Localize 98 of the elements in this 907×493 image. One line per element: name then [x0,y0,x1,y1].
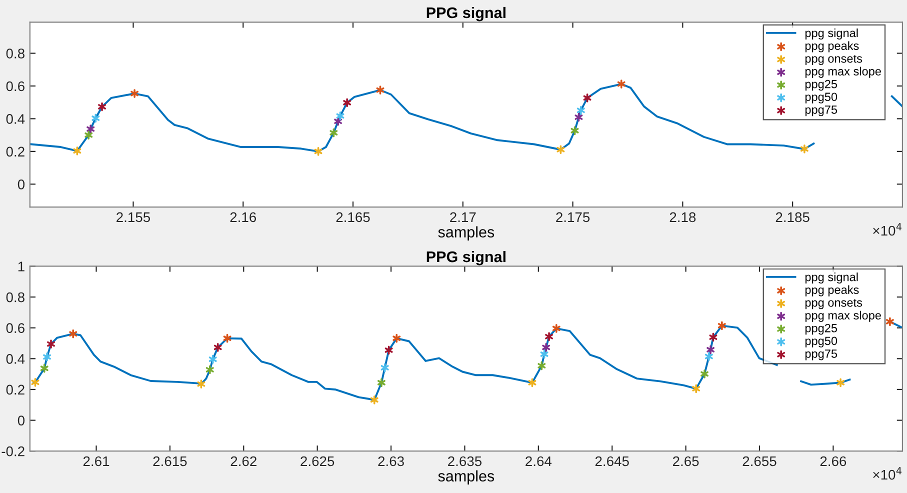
x-axis-title: samples [438,470,494,485]
point [886,317,894,326]
point [43,352,51,362]
point [69,329,78,338]
point [538,361,546,370]
point [380,363,389,372]
legend-label: ppg signal [805,28,858,40]
point [376,86,384,95]
point [718,321,726,330]
y-tick-label: 0.4 [6,354,25,364]
point [556,145,565,154]
y-tick-label: 0 [18,179,25,190]
point [206,365,214,374]
point [314,146,322,156]
x-tick-label: 2.17 [450,212,476,222]
legend-label: ppg75 [805,350,838,360]
x-tick-label: 2.185 [776,212,810,222]
legend-label: ppg50 [805,92,838,104]
point [86,124,95,134]
point [570,126,579,136]
point [552,324,560,333]
x-tick-label: 2.61 [83,456,110,466]
point [370,396,378,404]
point [31,378,40,387]
x-tick-label: 2.635 [448,456,482,466]
y-tick-label: 0.6 [6,81,24,92]
point [542,342,550,352]
point [392,334,401,343]
point [130,89,139,98]
point [92,114,100,123]
x-tick-label: 2.16 [230,212,256,222]
point [330,128,338,138]
point [40,364,48,373]
legend-label: ppg onsets [805,299,862,310]
x-tick-label: 2.625 [300,456,334,466]
legend-label: ppg50 [805,336,838,348]
point [692,384,700,394]
legend-label: ppg max slope [805,66,881,78]
y-tick-label: 0.2 [6,384,24,395]
chart-title: PPG signal [426,250,506,266]
x-tick-label: 2.615 [153,456,187,466]
text: ×10$^{4}$ [873,223,902,236]
point [214,342,222,352]
x-tick-label: 2.66 [820,456,846,466]
point [47,340,55,348]
point [336,111,344,120]
legend-label: ppg peaks [805,285,859,296]
y-tick-label: 0.6 [6,323,24,334]
legend-label: ppg max slope [805,310,881,322]
x-tick-label: 2.165 [336,212,370,222]
text: ×10$^{4}$ [873,467,902,480]
x-tick-label: 2.155 [116,212,150,222]
point [98,102,106,112]
y-tick-label: 0.8 [6,292,24,302]
legend-label: ppg25 [805,80,838,91]
legend-label: ppg25 [805,324,838,335]
x-tick-label: 2.64 [526,456,552,466]
y-tick-label: 1 [18,262,24,272]
point [208,354,217,364]
point [704,352,713,361]
legend-label: ppg75 [805,106,838,116]
point [334,116,342,126]
x-tick-label: 2.65 [672,456,699,466]
point [384,346,393,355]
y-tick-label: 0.8 [6,48,24,58]
point [545,332,553,342]
legend-label: ppg onsets [805,54,862,66]
x-tick-label: 2.175 [556,212,590,222]
x-tick-label: 2.62 [230,456,256,466]
y-tick-label: 0.4 [6,114,25,124]
point [583,93,592,102]
point [617,80,626,88]
point [800,144,808,154]
legend-label: ppg peaks [805,41,859,52]
point [574,112,583,122]
point [343,98,352,108]
point [576,106,585,115]
legend-label: ppg signal [805,272,858,284]
point [377,378,386,388]
chart-title: PPG signal [426,6,506,22]
point [836,378,845,388]
y-tick-label: 0.2 [6,146,24,157]
point [73,146,82,156]
point [223,334,232,343]
x-tick-label: 2.645 [595,456,629,466]
point [197,380,206,389]
x-tick-label: 2.63 [378,456,404,466]
point [84,130,93,140]
x-tick-label: 2.655 [742,456,776,466]
point [528,378,536,388]
x-axis-title: samples [438,226,494,240]
point [709,332,718,342]
y-tick-label: 0 [18,416,25,426]
y-tick-label: -0.2 [2,446,24,456]
point [700,369,708,378]
x-tick-label: 2.18 [670,212,696,222]
point [706,345,715,354]
point [540,350,548,359]
